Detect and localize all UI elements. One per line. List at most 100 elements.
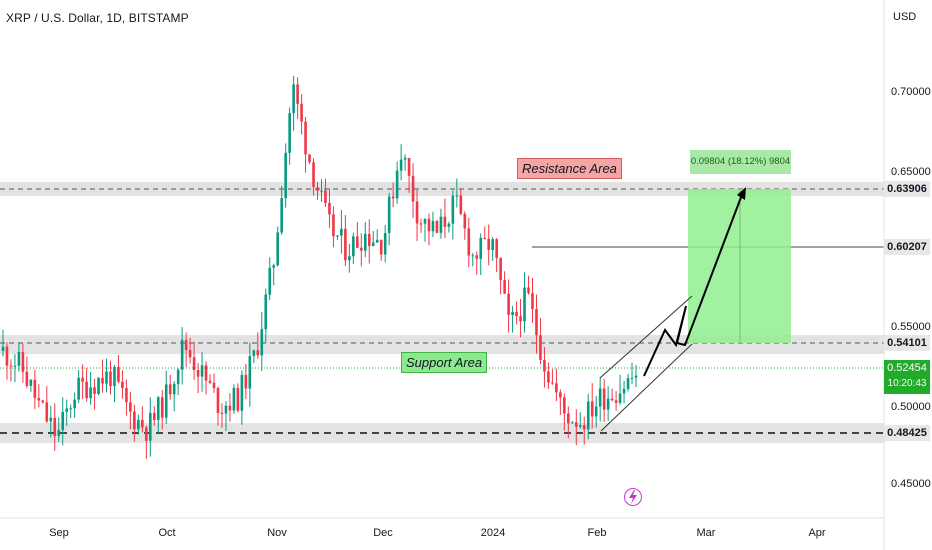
candle-body xyxy=(399,159,403,171)
candle-body xyxy=(328,202,331,215)
candle-body xyxy=(363,233,367,251)
y-tick: 0.55000 xyxy=(891,321,931,333)
y-tick: 0.65000 xyxy=(891,166,931,178)
candle-body xyxy=(495,239,498,259)
candle-body xyxy=(455,195,459,197)
candle-body xyxy=(555,383,558,393)
candle-body xyxy=(284,152,287,199)
candle-body xyxy=(415,201,419,224)
candle-body xyxy=(93,387,96,394)
candle-body xyxy=(69,408,72,410)
candle-body xyxy=(145,427,148,441)
candle-body xyxy=(419,223,423,225)
candle-body xyxy=(89,387,92,399)
candle-body xyxy=(571,422,574,424)
support-area-label[interactable]: Support Area xyxy=(401,352,488,373)
candle-body xyxy=(439,216,443,233)
projection-path[interactable] xyxy=(643,191,744,377)
candle-body xyxy=(459,195,463,214)
candle-body xyxy=(535,309,538,336)
candle-body xyxy=(61,411,65,431)
candle-body xyxy=(252,350,256,357)
candle-body xyxy=(312,162,315,187)
candle-body xyxy=(563,397,566,414)
candle-body xyxy=(519,316,522,322)
candle-body xyxy=(348,256,351,261)
y-tick: 0.45000 xyxy=(891,478,931,490)
currency-label[interactable]: USD xyxy=(893,11,917,23)
candle-body xyxy=(582,425,586,430)
candle-body xyxy=(491,239,494,251)
candle-body xyxy=(224,405,228,414)
candle-body xyxy=(463,213,467,229)
candle-body xyxy=(403,157,407,160)
candle-body xyxy=(379,239,383,255)
candle-body xyxy=(559,392,562,398)
candle-body xyxy=(121,381,124,389)
candle-body xyxy=(344,228,347,261)
price-tag-level: 0.60207 xyxy=(884,239,930,255)
candle-body xyxy=(81,377,84,382)
candle-body xyxy=(352,236,355,257)
measure-label[interactable]: 0.09804 (18.12%) 9804 xyxy=(690,150,791,174)
candle-body xyxy=(248,356,252,389)
candle-body xyxy=(479,237,483,259)
candle-body xyxy=(308,154,311,163)
candle-body xyxy=(614,400,618,403)
candle-body xyxy=(375,239,379,243)
x-tick: Sep xyxy=(49,527,69,539)
candle-body xyxy=(574,422,578,427)
price-tag-resistance: 0.63906 xyxy=(884,181,930,197)
projection-arrowhead xyxy=(737,187,746,200)
candle-body xyxy=(29,379,33,386)
candle-body xyxy=(125,388,128,403)
candle-body xyxy=(360,247,363,251)
candle-body xyxy=(176,369,180,384)
candle-body xyxy=(483,237,487,239)
lightning-icon[interactable] xyxy=(624,488,642,506)
resistance-area-label[interactable]: Resistance Area xyxy=(517,158,622,179)
candle-body xyxy=(168,384,172,395)
candle-body xyxy=(216,388,220,413)
candle-body xyxy=(208,380,212,383)
candle-body xyxy=(626,378,630,389)
candle-body xyxy=(610,398,614,401)
candle-body xyxy=(156,397,160,420)
candles-group xyxy=(1,75,638,459)
candle-body xyxy=(395,170,399,199)
price-tag-current: 0.52454 10:20:43 xyxy=(884,360,930,394)
x-tick: Oct xyxy=(158,527,176,539)
candle-body xyxy=(467,228,471,256)
candle-body xyxy=(260,329,264,356)
candle-body xyxy=(598,388,602,407)
candle-body xyxy=(192,357,196,371)
candle-body xyxy=(602,388,606,410)
candle-body xyxy=(523,287,526,322)
candle-body xyxy=(184,339,188,350)
candle-body xyxy=(316,186,319,191)
candle-body xyxy=(590,401,594,417)
candle-body xyxy=(431,221,435,232)
candle-body xyxy=(586,401,590,430)
candle-body xyxy=(113,366,116,387)
current-price: 0.52454 xyxy=(887,362,927,374)
candle-body xyxy=(288,113,291,153)
candle-body xyxy=(45,402,49,422)
candle-body xyxy=(383,233,387,255)
candle-body xyxy=(9,365,13,367)
candle-body xyxy=(411,175,415,202)
candle-body xyxy=(196,370,200,377)
candle-body xyxy=(567,413,570,424)
candle-body xyxy=(13,365,17,367)
chart-title: XRP / U.S. Dollar, 1D, BITSTAMP xyxy=(6,11,189,25)
candle-body xyxy=(371,242,375,247)
price-tag-bottom: 0.48425 xyxy=(884,425,930,441)
candle-body xyxy=(117,366,120,382)
candle-body xyxy=(188,349,192,358)
candle-body xyxy=(105,371,108,384)
candle-body xyxy=(101,377,104,384)
candle-body xyxy=(356,236,359,248)
candle-body xyxy=(272,265,276,268)
